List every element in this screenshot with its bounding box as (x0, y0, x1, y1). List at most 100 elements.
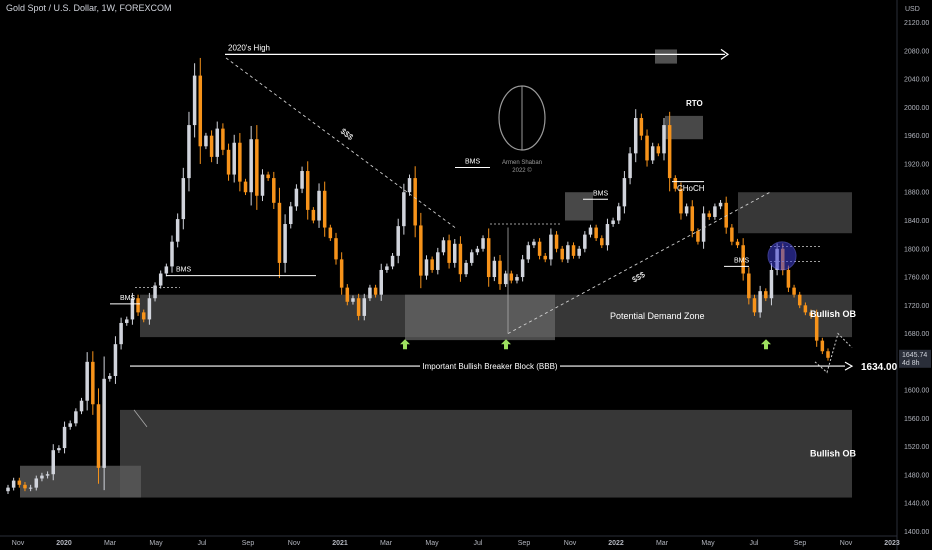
candle-body[interactable] (633, 118, 638, 154)
candle-body[interactable] (362, 298, 367, 316)
candle-body[interactable] (690, 206, 695, 232)
candle-body[interactable] (6, 487, 10, 492)
candle-body[interactable] (277, 202, 282, 263)
candle-body[interactable] (119, 322, 123, 345)
candle-body[interactable] (187, 125, 191, 179)
candle-body[interactable] (543, 255, 547, 260)
candle-body[interactable] (554, 234, 559, 249)
candle-body[interactable] (147, 298, 152, 320)
candle-body[interactable] (45, 474, 50, 476)
candle-body[interactable] (328, 227, 333, 239)
candle-body[interactable] (792, 287, 796, 295)
candle-body[interactable] (537, 241, 542, 256)
candle-body[interactable] (130, 298, 135, 320)
candle-body[interactable] (249, 139, 253, 193)
bullish-ob-zone-lower[interactable] (120, 409, 852, 498)
candle-body[interactable] (396, 226, 400, 256)
candle-body[interactable] (34, 478, 39, 488)
candle-body[interactable] (79, 400, 84, 412)
candle-body[interactable] (639, 118, 644, 136)
candle-body[interactable] (724, 202, 728, 228)
candle-body[interactable] (532, 241, 536, 246)
candle-body[interactable] (503, 273, 508, 285)
candle-body[interactable] (481, 238, 485, 249)
candle-body[interactable] (588, 227, 593, 235)
candle-body[interactable] (707, 213, 711, 217)
candle-body[interactable] (232, 142, 236, 175)
candle-body[interactable] (713, 206, 717, 217)
candle-body[interactable] (441, 240, 446, 253)
candle-body[interactable] (498, 260, 502, 285)
candle-body[interactable] (566, 245, 570, 260)
candle-body[interactable] (289, 206, 293, 225)
candle-body[interactable] (475, 248, 480, 253)
candle-body[interactable] (108, 375, 112, 379)
candle-body[interactable] (74, 411, 78, 424)
candle-body[interactable] (583, 234, 587, 249)
candle-body[interactable] (718, 202, 723, 207)
candle-body[interactable] (758, 291, 762, 313)
candle-body[interactable] (379, 269, 383, 295)
candle-body[interactable] (198, 75, 203, 147)
candle-body[interactable] (684, 206, 689, 214)
candle-body[interactable] (594, 227, 598, 239)
candle-body[interactable] (153, 285, 157, 299)
candle-body[interactable] (192, 75, 197, 126)
candle-body[interactable] (820, 340, 825, 352)
candle-body[interactable] (57, 448, 61, 451)
candle-body[interactable] (62, 426, 67, 449)
candle-body[interactable] (741, 245, 745, 274)
candle-body[interactable] (209, 135, 214, 157)
candle-body[interactable] (102, 378, 106, 468)
candle-body[interactable] (696, 231, 700, 242)
candle-body[interactable] (266, 174, 270, 179)
candle-body[interactable] (520, 259, 525, 278)
candle-body[interactable] (797, 294, 802, 306)
candle-body[interactable] (141, 312, 146, 320)
candle-body[interactable] (673, 178, 678, 189)
candle-body[interactable] (492, 260, 497, 278)
candle-body[interactable] (509, 273, 514, 281)
candle-body[interactable] (311, 209, 316, 221)
candle-body[interactable] (571, 245, 576, 256)
candle-body[interactable] (611, 220, 615, 225)
candle-body[interactable] (40, 475, 44, 479)
candle-body[interactable] (656, 146, 661, 154)
candle-body[interactable] (735, 241, 740, 246)
candle-body[interactable] (91, 361, 95, 405)
candle-body[interactable] (560, 248, 564, 260)
candle-body[interactable] (747, 273, 751, 299)
candle-body[interactable] (650, 146, 655, 161)
candle-body[interactable] (345, 287, 350, 302)
candle-body[interactable] (447, 240, 451, 263)
candle-body[interactable] (419, 225, 423, 276)
candle-body[interactable] (283, 224, 287, 263)
candle-body[interactable] (667, 125, 672, 179)
candle-body[interactable] (424, 259, 429, 276)
candle-body[interactable] (305, 171, 310, 210)
candle-body[interactable] (662, 125, 666, 154)
candle-body[interactable] (486, 238, 491, 278)
candle-body[interactable] (515, 277, 519, 281)
candle-body[interactable] (600, 238, 604, 246)
candle-body[interactable] (769, 269, 774, 299)
candle-body[interactable] (136, 298, 140, 313)
candle-body[interactable] (605, 224, 610, 246)
candle-body[interactable] (181, 178, 186, 220)
candle-body[interactable] (170, 241, 174, 267)
candle-body[interactable] (260, 174, 265, 196)
candle-body[interactable] (17, 480, 22, 485)
candle-body[interactable] (28, 487, 33, 489)
candle-body[interactable] (294, 188, 299, 207)
candle-body[interactable] (622, 178, 627, 207)
candle-body[interactable] (458, 243, 463, 275)
candle-body[interactable] (85, 361, 89, 401)
candle-body[interactable] (628, 153, 632, 179)
candle-body[interactable] (238, 142, 242, 182)
candle-body[interactable] (373, 287, 378, 295)
candle-body[interactable] (413, 178, 417, 226)
candle-body[interactable] (300, 171, 304, 189)
candle-body[interactable] (158, 273, 163, 286)
candle-body[interactable] (356, 298, 361, 316)
